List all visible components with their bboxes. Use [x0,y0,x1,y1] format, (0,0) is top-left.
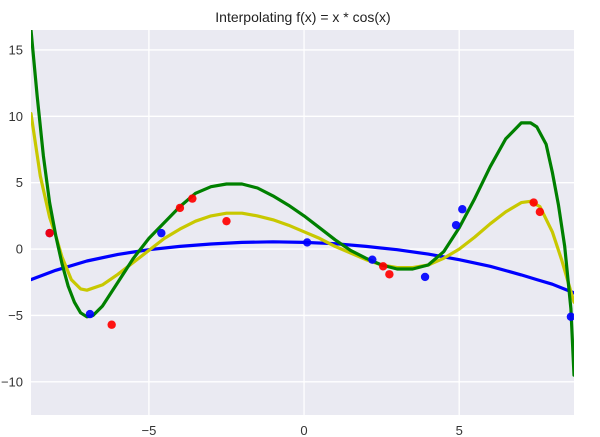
plot-background [31,30,574,415]
y-tick-label: −10 [1,374,23,389]
blue-data-point [302,238,312,247]
red-data-point [385,270,394,279]
y-tick-label: 10 [9,109,23,124]
red-data-point [45,228,54,238]
x-tick-labels: −5 0 5 [141,423,462,437]
yellow-fit-line [31,112,574,304]
y-tick-labels: −10 −5 0 5 10 15 [1,42,23,389]
blue-data-point [420,272,430,282]
red-data-point [529,198,538,207]
green-fit-line [31,30,574,377]
red-data-point [222,216,231,226]
red-data-point [378,262,388,271]
blue-data-point [458,205,467,214]
blue-data-point [566,312,574,321]
plot-area [31,30,574,415]
scatter-points [45,194,574,329]
series-lines [31,30,574,377]
red-data-point [188,194,197,203]
blue-fit-line [31,240,574,295]
x-tick-label: −5 [141,423,156,437]
y-tick-label: −5 [8,308,23,323]
y-tick-label: 0 [16,242,23,257]
blue-data-point [451,220,461,230]
x-tick-label: 5 [456,423,463,437]
red-data-point [107,320,116,329]
x-tick-label: 0 [300,423,307,437]
blue-data-point [157,228,166,238]
chart-title: Interpolating f(x) = x * cos(x) [215,9,390,25]
red-data-point [175,203,185,213]
y-tick-label: 5 [16,175,23,190]
y-tick-label: 15 [9,42,23,57]
blue-data-point [85,309,95,319]
red-data-point [535,207,545,217]
blue-data-point [368,255,377,264]
